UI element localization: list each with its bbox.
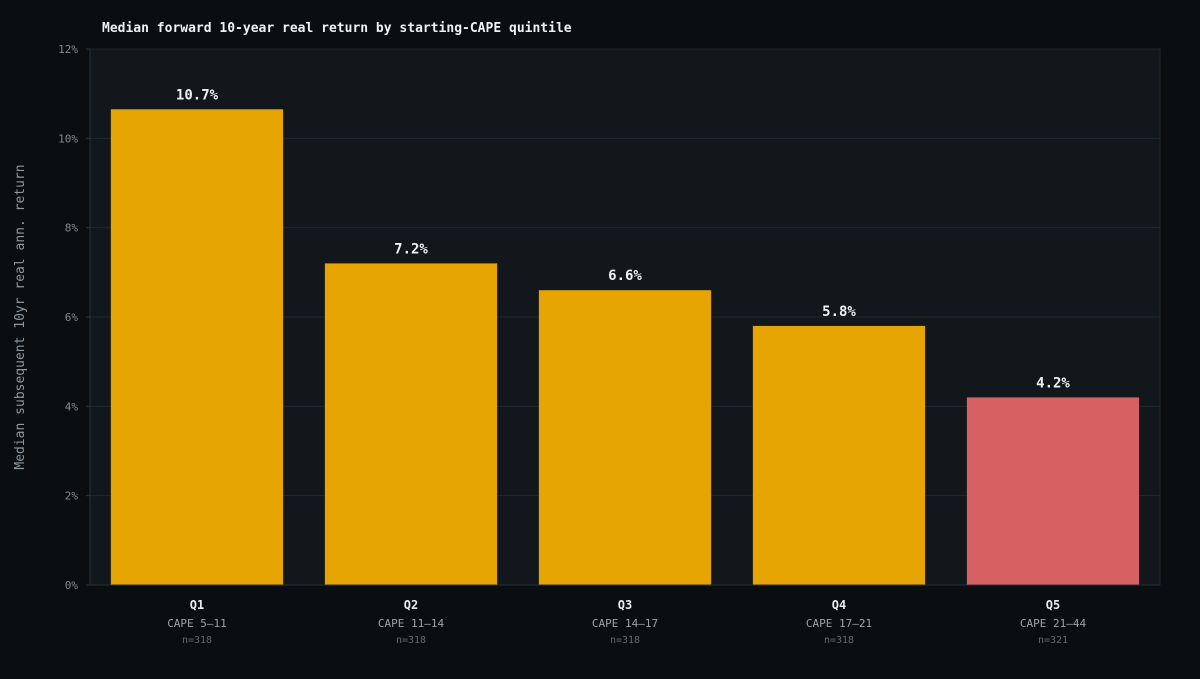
cape-range-label: CAPE 11–14: [378, 617, 445, 630]
sample-count-label: n=318: [396, 635, 426, 646]
sample-count-label: n=321: [1038, 635, 1068, 646]
y-axis-ticks: 0% 2% 4% 6% 8% 10% 12%: [58, 43, 90, 592]
sample-count-label: n=318: [824, 635, 854, 646]
cape-range-label: CAPE 17–21: [806, 617, 872, 630]
x-axis-categories: Q1 CAPE 5–11 n=318 Q2 CAPE 11–14 n=318 Q3 CAPE …: [167, 598, 1086, 646]
y-tick-label: 10%: [58, 132, 78, 145]
x-tick-label-q1: Q1: [190, 598, 204, 612]
sample-count-label: n=318: [182, 635, 212, 646]
y-tick-label: 8%: [65, 222, 79, 235]
y-tick-label: 0%: [65, 579, 79, 592]
value-labels: 10.7% 7.2% 6.6% 5.8% 4.2%: [176, 87, 1071, 391]
cape-range-label: CAPE 14–17: [592, 617, 658, 630]
x-tick-label-q5: Q5: [1046, 598, 1060, 612]
data-label-q3: 6.6%: [608, 268, 642, 284]
x-tick-label-q3: Q3: [618, 598, 632, 612]
data-label-q1: 10.7%: [176, 87, 219, 103]
bar-q1: [110, 109, 284, 586]
data-label-q5: 4.2%: [1036, 375, 1070, 391]
x-tick-label-q4: Q4: [832, 598, 846, 612]
x-tick-label-q2: Q2: [404, 598, 418, 612]
sample-count-label: n=318: [610, 635, 640, 646]
data-label-q2: 7.2%: [394, 241, 428, 257]
bar-q5: [966, 397, 1140, 585]
cape-range-label: CAPE 21–44: [1020, 617, 1087, 630]
bar-q2: [324, 263, 498, 585]
y-tick-label: 2%: [65, 490, 79, 503]
cape-range-label: CAPE 5–11: [167, 617, 227, 630]
chart-title: Median forward 10-year real return by st…: [102, 21, 572, 36]
y-tick-label: 6%: [65, 311, 79, 324]
y-axis-label: Median subsequent 10yr real ann. return: [13, 164, 28, 469]
bar-q3: [538, 290, 712, 585]
data-label-q4: 5.8%: [822, 304, 856, 320]
bars: [110, 109, 1140, 586]
y-tick-label: 4%: [65, 400, 79, 413]
y-tick-label: 12%: [58, 43, 78, 56]
bar-q4: [752, 325, 926, 585]
